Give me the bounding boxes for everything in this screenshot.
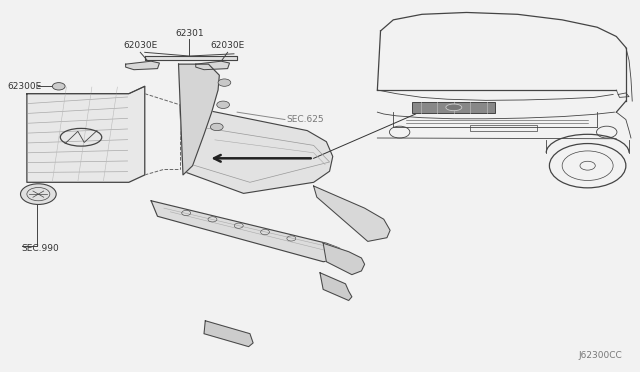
Text: 62300E: 62300E <box>8 82 42 91</box>
Circle shape <box>20 184 56 205</box>
Polygon shape <box>125 61 159 70</box>
Text: 62030E: 62030E <box>123 41 157 50</box>
Polygon shape <box>196 61 230 70</box>
Polygon shape <box>320 273 352 301</box>
Polygon shape <box>412 102 495 113</box>
Circle shape <box>218 79 231 86</box>
Ellipse shape <box>446 104 462 111</box>
Polygon shape <box>179 64 220 175</box>
Text: J62300CC: J62300CC <box>579 351 623 360</box>
Circle shape <box>217 101 230 109</box>
Circle shape <box>211 123 223 131</box>
Polygon shape <box>323 243 365 275</box>
Polygon shape <box>145 56 237 61</box>
Circle shape <box>52 83 65 90</box>
Text: SEC.990: SEC.990 <box>22 244 60 253</box>
Polygon shape <box>204 321 253 347</box>
Text: 62030E: 62030E <box>211 41 244 50</box>
Polygon shape <box>27 86 145 182</box>
Polygon shape <box>314 186 390 241</box>
Polygon shape <box>151 201 346 262</box>
Text: 62301: 62301 <box>175 29 204 38</box>
Text: SEC.625: SEC.625 <box>287 115 324 124</box>
Polygon shape <box>180 105 333 193</box>
